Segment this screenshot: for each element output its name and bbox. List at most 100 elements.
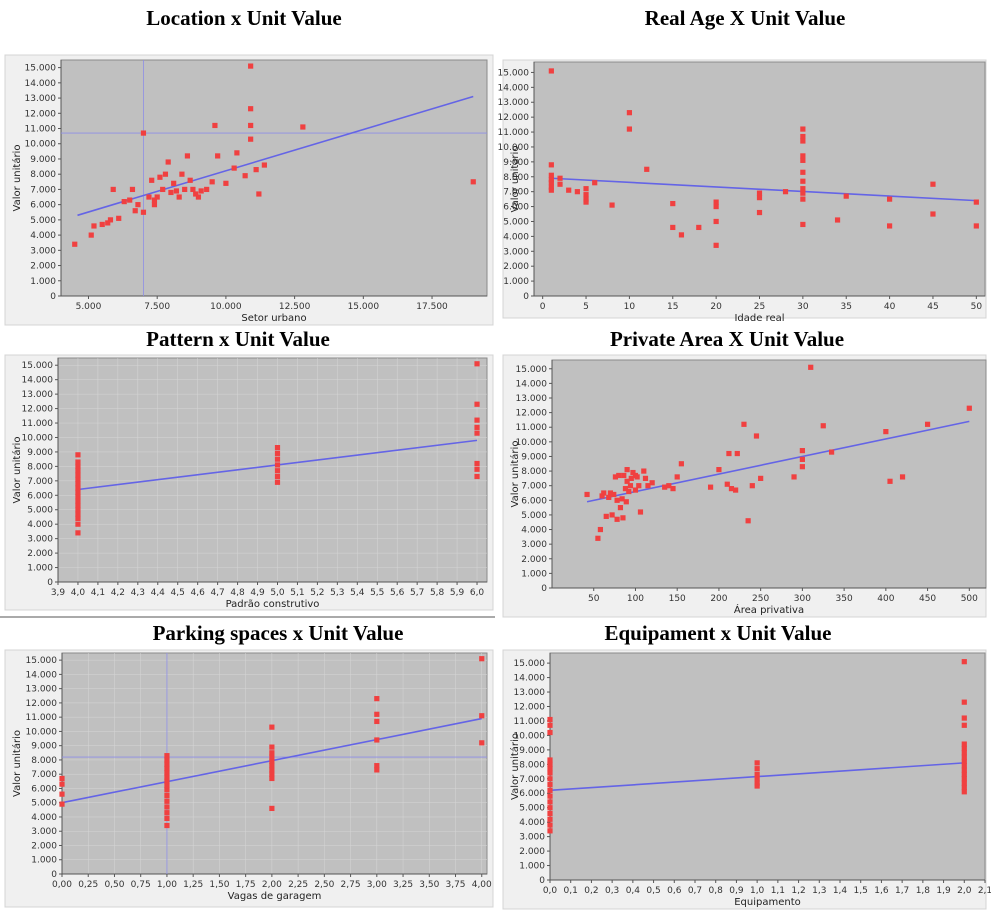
data-point [624,478,630,484]
data-point [961,745,967,752]
x-tick-label: 4,5 [171,588,185,598]
data-point [961,776,967,782]
data-point [800,133,806,140]
y-tick-label: 11.000 [514,717,546,727]
data-point [754,776,760,782]
x-tick-label: 0,8 [709,886,724,896]
data-point [59,775,65,782]
chart-title-real-age: Real Age X Unit Value [645,6,846,30]
x-tick-label: 17.500 [416,302,448,312]
data-point [140,209,147,215]
x-tick-label: 10 [624,302,636,312]
data-point [886,196,893,202]
y-tick-label: 5.000 [31,799,57,809]
data-point [670,224,676,231]
y-tick-label: 0 [47,578,53,588]
y-tick-label: 13.000 [26,685,58,695]
data-point [127,197,133,203]
data-point [209,179,215,185]
y-tick-label: 12.000 [514,702,546,712]
data-point [164,815,170,821]
data-point [474,417,480,423]
data-point [961,722,967,728]
data-point [269,767,275,773]
x-tick-label: 3,00 [367,880,387,890]
x-tick-label: 5,6 [390,588,405,598]
data-point [157,174,163,180]
data-point [961,767,967,773]
data-point [548,177,554,183]
data-point [129,186,136,193]
x-tick-label: 1,0 [750,886,765,896]
y-tick-label: 2.000 [27,549,53,559]
data-point [164,783,170,789]
data-point [547,822,553,828]
data-point [961,715,967,721]
x-tick-label: 100 [627,594,644,604]
data-point [121,199,127,205]
data-point [547,781,553,788]
data-point [75,511,81,517]
data-point [300,124,306,130]
data-point [592,180,598,186]
data-point [632,487,639,493]
data-point [616,472,622,479]
y-tick-label: 15.000 [26,656,58,666]
data-point [59,781,65,787]
y-tick-label: 6.000 [27,491,53,501]
data-point [374,763,380,769]
x-tick-label: 45 [927,302,938,312]
y-tick-label: 12.000 [516,409,548,419]
data-point [474,473,480,480]
data-point [547,776,553,782]
y-axis-label: Valor unitário [11,730,23,797]
data-point [75,476,81,482]
y-tick-label: 12.000 [25,109,57,119]
x-tick-label: 1,6 [874,886,889,896]
data-point [756,195,763,201]
y-tick-label: 6.000 [519,789,545,799]
y-tick-label: 7.000 [519,775,545,785]
data-point [75,507,81,513]
data-point [557,181,563,187]
y-tick-label: 5.000 [30,216,56,226]
data-point [165,159,171,165]
x-tick-label: 25 [754,302,765,312]
data-point [274,479,281,485]
data-point [160,186,166,193]
data-point [154,194,160,200]
y-tick-label: 10.000 [514,731,546,741]
x-tick-label: 0 [540,302,546,312]
x-axis-label: Vagas de garagem [228,891,322,902]
x-tick-label: 30 [797,302,809,312]
data-point [627,483,634,489]
chart-title-private-area: Private Area X Unit Value [610,327,844,351]
x-tick-label: 4,7 [210,588,224,598]
data-point [799,464,805,470]
x-tick-label: 350 [836,594,853,604]
x-tick-label: 0,00 [52,880,72,890]
x-tick-label: 4,6 [191,588,206,598]
y-tick-label: 15.000 [22,361,54,371]
data-point [754,780,760,786]
data-point [843,193,849,199]
x-tick-label: 5,1 [290,588,304,598]
y-tick-label: 10.000 [22,433,54,443]
y-tick-label: 9.000 [31,742,57,752]
y-tick-label: 0 [541,584,547,594]
y-tick-label: 2.000 [30,262,56,272]
data-point [164,778,170,784]
y-tick-label: 14.000 [516,379,548,389]
x-tick-label: 35 [841,302,852,312]
x-tick-label: 5,0 [270,588,285,598]
data-point [619,496,625,502]
data-point [374,718,380,725]
y-tick-label: 8.000 [30,170,56,180]
data-point [606,494,612,500]
data-point [374,767,380,773]
data-point [168,189,174,196]
y-tick-label: 4.000 [519,818,545,828]
x-axis-label: Idade real [734,313,784,324]
data-point [75,468,81,474]
data-point [274,462,281,468]
